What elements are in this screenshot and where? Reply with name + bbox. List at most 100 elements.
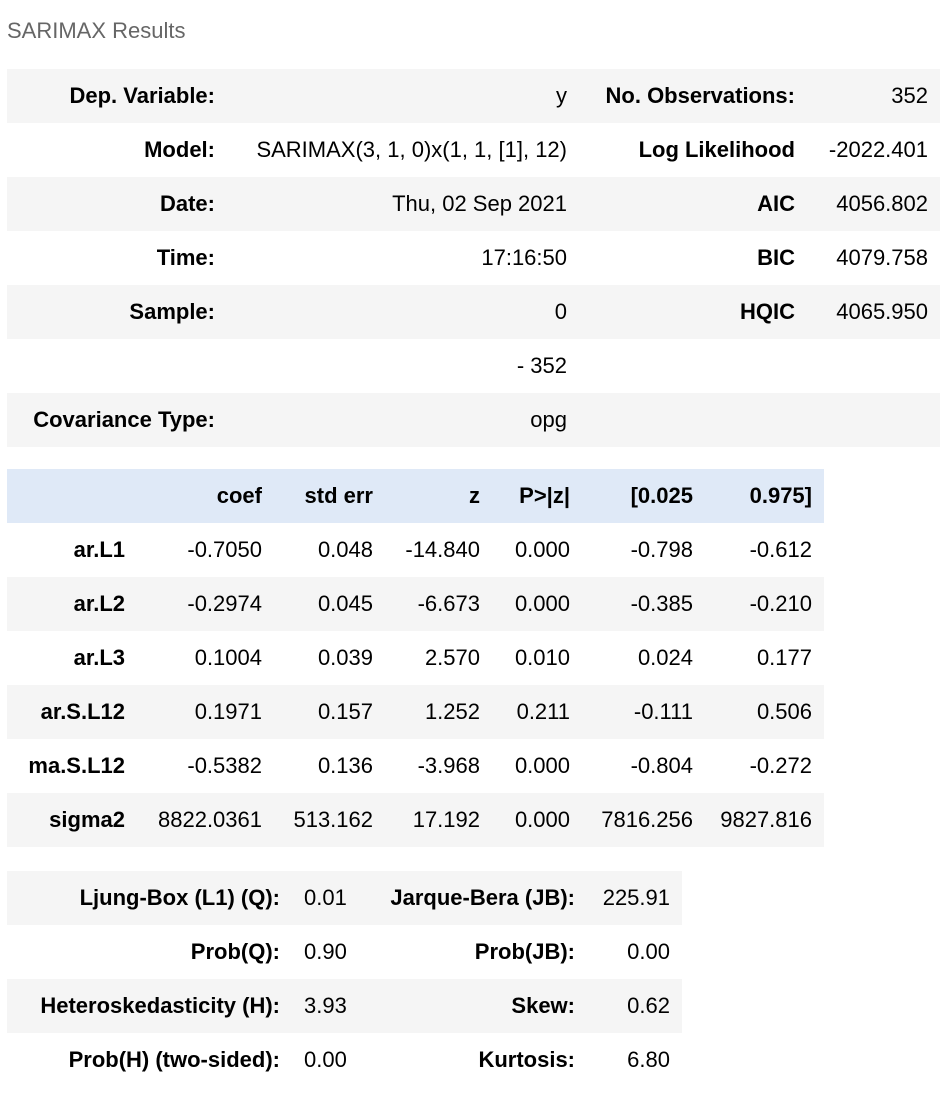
model-value: SARIMAX(3, 1, 0)x(1, 1, [1], 12) xyxy=(256,137,567,162)
coef-cell: -0.7050 xyxy=(187,537,262,562)
ci-lower-cell: -0.111 xyxy=(633,699,693,724)
ci-upper-cell: -0.210 xyxy=(749,591,812,616)
heteroskedasticity-value: 3.93 xyxy=(304,993,347,1018)
model-label: Model: xyxy=(144,137,215,162)
std-err-cell: 0.039 xyxy=(317,645,373,670)
hqic-value: 4065.950 xyxy=(836,299,928,324)
empty-label xyxy=(7,339,227,393)
ljung-box-value: 0.01 xyxy=(304,885,347,910)
table-row: ma.S.L12 -0.5382 0.136 -3.968 0.000 -0.8… xyxy=(7,739,824,793)
table-row: Prob(H) (two-sided): 0.00 Kurtosis: 6.80 xyxy=(7,1033,682,1087)
std-err-cell: 513.162 xyxy=(293,807,373,832)
p-value-cell: 0.010 xyxy=(514,645,570,670)
z-cell: -14.840 xyxy=(405,537,480,562)
no-observations-value: 352 xyxy=(891,83,928,108)
jarque-bera-value: 225.91 xyxy=(602,885,670,910)
kurtosis-label: Kurtosis: xyxy=(478,1047,575,1072)
table-row: Dep. Variable: y No. Observations: 352 xyxy=(7,69,940,123)
aic-label: AIC xyxy=(757,191,795,216)
param-name: ar.L2 xyxy=(73,591,125,616)
ci-lower-cell: 7816.256 xyxy=(601,807,693,832)
p-value-cell: 0.000 xyxy=(514,537,570,562)
p-value-cell: 0.000 xyxy=(514,591,570,616)
table-row: Ljung-Box (L1) (Q): 0.01 Jarque-Bera (JB… xyxy=(7,871,682,925)
prob-jb-label: Prob(JB): xyxy=(474,939,575,964)
diagnostics-table: Ljung-Box (L1) (Q): 0.01 Jarque-Bera (JB… xyxy=(7,871,682,1087)
skew-label: Skew: xyxy=(511,993,575,1018)
table-row: ar.S.L12 0.1971 0.157 1.252 0.211 -0.111… xyxy=(7,685,824,739)
hqic-label: HQIC xyxy=(740,299,795,324)
covariance-type-value: opg xyxy=(530,407,567,432)
ljung-box-label: Ljung-Box (L1) (Q): xyxy=(79,885,280,910)
ci-lower-cell: -0.798 xyxy=(630,537,693,562)
prob-h-value: 0.00 xyxy=(304,1047,347,1072)
time-value: 17:16:50 xyxy=(481,245,567,270)
p-value-cell: 0.000 xyxy=(514,807,570,832)
aic-value: 4056.802 xyxy=(836,191,928,216)
dep-variable-value: y xyxy=(556,83,567,108)
param-name: ar.S.L12 xyxy=(40,699,125,724)
bic-value: 4079.758 xyxy=(836,245,928,270)
coef-cell: 8822.0361 xyxy=(158,807,262,832)
z-cell: 1.252 xyxy=(424,699,480,724)
std-err-cell: 0.136 xyxy=(317,753,373,778)
bic-label: BIC xyxy=(757,245,795,270)
table-row: Sample: 0 HQIC 4065.950 xyxy=(7,285,940,339)
column-header-std-err: std err xyxy=(304,483,373,508)
log-likelihood-value: -2022.401 xyxy=(828,137,928,162)
column-header-p-value: P>|z| xyxy=(519,483,570,508)
ci-upper-cell: 9827.816 xyxy=(720,807,812,832)
column-header-ci-lower: [0.025 xyxy=(630,483,693,508)
table-row: - 352 xyxy=(7,339,940,393)
sample-start-value: 0 xyxy=(554,299,567,324)
jarque-bera-label: Jarque-Bera (JB): xyxy=(390,885,575,910)
ci-upper-cell: -0.612 xyxy=(749,537,812,562)
param-name: ar.L3 xyxy=(73,645,125,670)
date-label: Date: xyxy=(159,191,215,216)
std-err-cell: 0.157 xyxy=(317,699,373,724)
model-summary-table: Dep. Variable: y No. Observations: 352 M… xyxy=(7,69,940,447)
param-name: ma.S.L12 xyxy=(28,753,125,778)
std-err-cell: 0.048 xyxy=(317,537,373,562)
coef-cell: 0.1971 xyxy=(194,699,262,724)
table-row: sigma2 8822.0361 513.162 17.192 0.000 78… xyxy=(7,793,824,847)
param-name: sigma2 xyxy=(49,807,125,832)
prob-h-label: Prob(H) (two-sided): xyxy=(68,1047,280,1072)
sample-label: Sample: xyxy=(129,299,215,324)
table-row: Heteroskedasticity (H): 3.93 Skew: 0.62 xyxy=(7,979,682,1033)
empty-value xyxy=(807,393,940,447)
prob-jb-value: 0.00 xyxy=(627,939,670,964)
ci-upper-cell: 0.177 xyxy=(756,645,812,670)
kurtosis-value: 6.80 xyxy=(627,1047,670,1072)
ci-upper-cell: 0.506 xyxy=(756,699,812,724)
table-row: ar.L2 -0.2974 0.045 -6.673 0.000 -0.385 … xyxy=(7,577,824,631)
z-cell: 17.192 xyxy=(412,807,480,832)
p-value-cell: 0.000 xyxy=(514,753,570,778)
param-name: ar.L1 xyxy=(73,537,125,562)
empty-label xyxy=(579,393,807,447)
z-cell: -6.673 xyxy=(417,591,480,616)
table-row: Covariance Type: opg xyxy=(7,393,940,447)
heteroskedasticity-label: Heteroskedasticity (H): xyxy=(40,993,280,1018)
column-header-ci-upper: 0.975] xyxy=(749,483,812,508)
skew-value: 0.62 xyxy=(627,993,670,1018)
prob-q-value: 0.90 xyxy=(304,939,347,964)
empty-value xyxy=(807,339,940,393)
no-observations-label: No. Observations: xyxy=(605,83,795,108)
table-row: Prob(Q): 0.90 Prob(JB): 0.00 xyxy=(7,925,682,979)
table-header-row: coef std err z P>|z| [0.025 0.975] xyxy=(7,469,824,523)
coef-cell: 0.1004 xyxy=(194,645,262,670)
table-row: Date: Thu, 02 Sep 2021 AIC 4056.802 xyxy=(7,177,940,231)
prob-q-label: Prob(Q): xyxy=(190,939,280,964)
coefficients-table: coef std err z P>|z| [0.025 0.975] ar.L1… xyxy=(7,469,824,847)
date-value: Thu, 02 Sep 2021 xyxy=(392,191,567,216)
ci-lower-cell: 0.024 xyxy=(637,645,693,670)
table-row: Model: SARIMAX(3, 1, 0)x(1, 1, [1], 12) … xyxy=(7,123,940,177)
results-caption: SARIMAX Results xyxy=(7,18,186,43)
table-row: Time: 17:16:50 BIC 4079.758 xyxy=(7,231,940,285)
ci-lower-cell: -0.804 xyxy=(630,753,693,778)
ci-lower-cell: -0.385 xyxy=(630,591,693,616)
coef-cell: -0.5382 xyxy=(187,753,262,778)
z-cell: 2.570 xyxy=(424,645,480,670)
time-label: Time: xyxy=(156,245,215,270)
